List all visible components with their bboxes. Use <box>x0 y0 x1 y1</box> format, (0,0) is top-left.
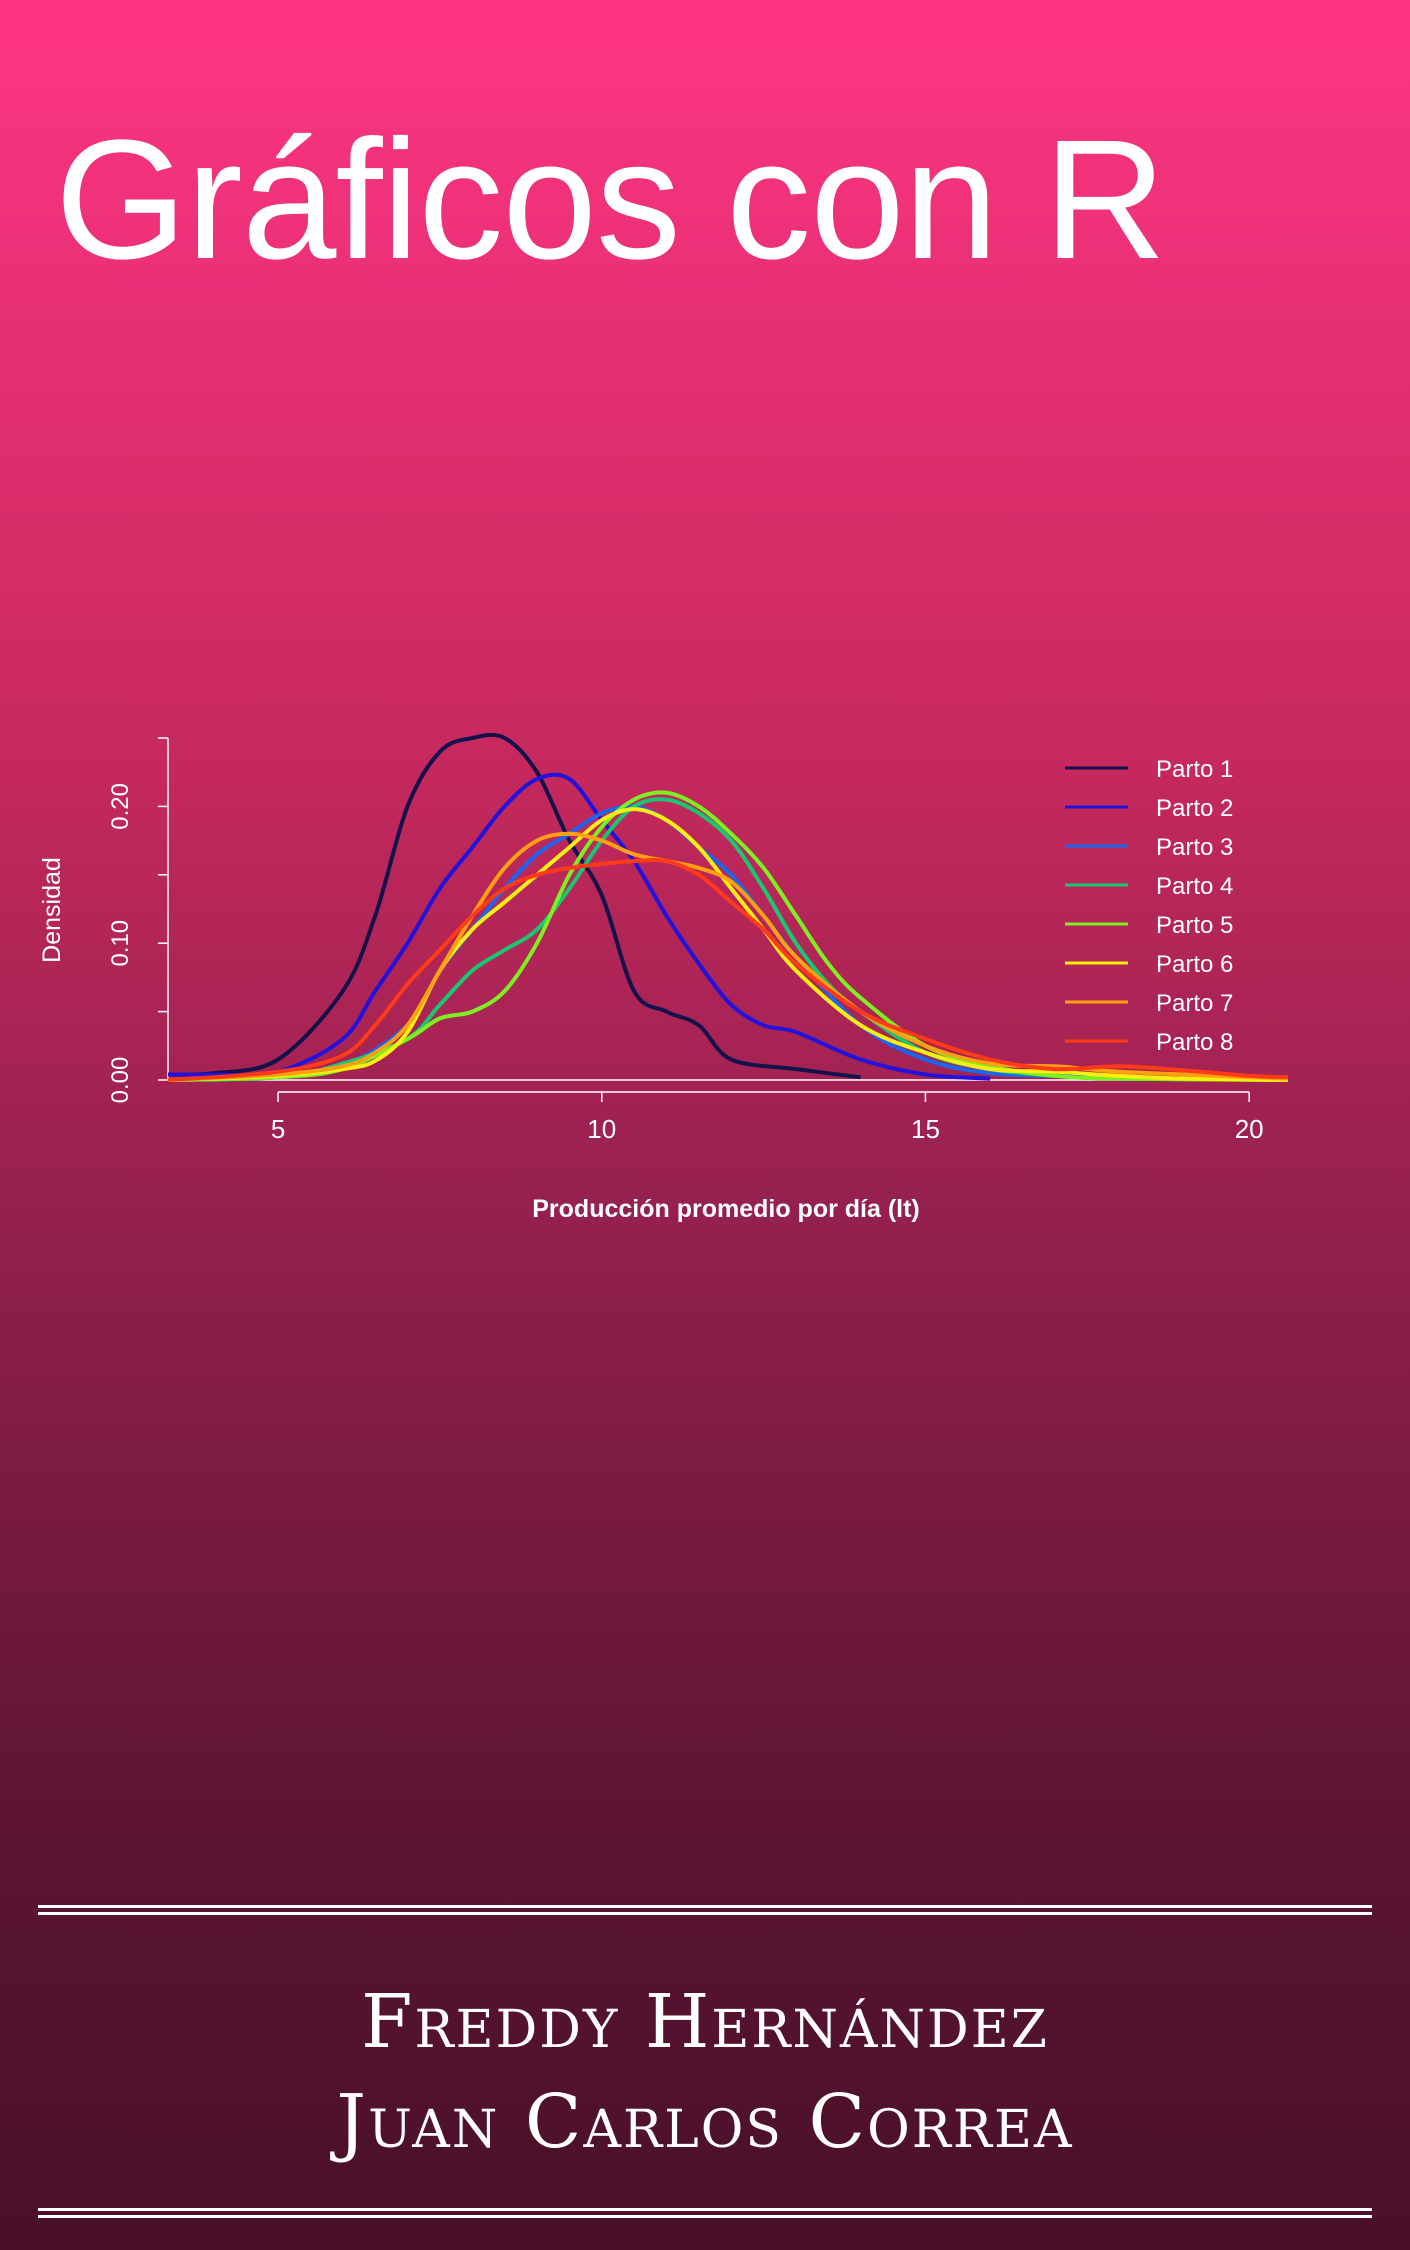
legend-label: Parto 3 <box>1156 834 1233 861</box>
legend-label: Parto 2 <box>1156 795 1233 822</box>
chart-series-lines <box>167 732 1289 1082</box>
chart-legend: Parto 1 Parto 2 Parto 3 Parto 4 Parto 5 Parto… <box>1065 756 1233 1056</box>
x-tick-label: 10 <box>587 1114 616 1144</box>
y-axis-label: Densidad <box>38 857 66 963</box>
top-divider <box>38 1905 1372 1915</box>
x-axis-label: Producción promedio por día (lt) <box>532 1195 920 1223</box>
book-title: Gráficos con R <box>55 105 1166 295</box>
bottom-divider <box>38 2208 1372 2218</box>
legend-label: Parto 5 <box>1156 912 1233 939</box>
series-line-parto-4 <box>167 797 1289 1082</box>
series-line-parto-5 <box>167 790 1289 1082</box>
series-line-parto-6 <box>167 807 1289 1082</box>
author-1: Freddy Hernández <box>361 1979 1049 2065</box>
y-tick-label: 0.20 <box>107 783 134 830</box>
x-tick-label: 5 <box>271 1114 285 1144</box>
x-tick-label: 20 <box>1235 1114 1264 1144</box>
x-tick-label: 15 <box>911 1114 940 1144</box>
legend-label: Parto 1 <box>1156 756 1233 783</box>
series-line-parto-8 <box>167 857 1289 1082</box>
y-tick-label: 0.00 <box>107 1057 134 1104</box>
series-line-parto-2 <box>167 772 991 1081</box>
chart-axes: 5 10 15 20 0.00 0.10 0.20 <box>107 737 1288 1144</box>
legend-label: Parto 8 <box>1156 1029 1233 1056</box>
y-tick-label: 0.10 <box>107 920 134 967</box>
series-line-parto-1 <box>167 732 861 1080</box>
legend-label: Parto 7 <box>1156 990 1233 1017</box>
author-2: Juan Carlos Correa <box>336 2079 1074 2165</box>
legend-label: Parto 4 <box>1156 873 1233 900</box>
legend-label: Parto 6 <box>1156 951 1233 978</box>
